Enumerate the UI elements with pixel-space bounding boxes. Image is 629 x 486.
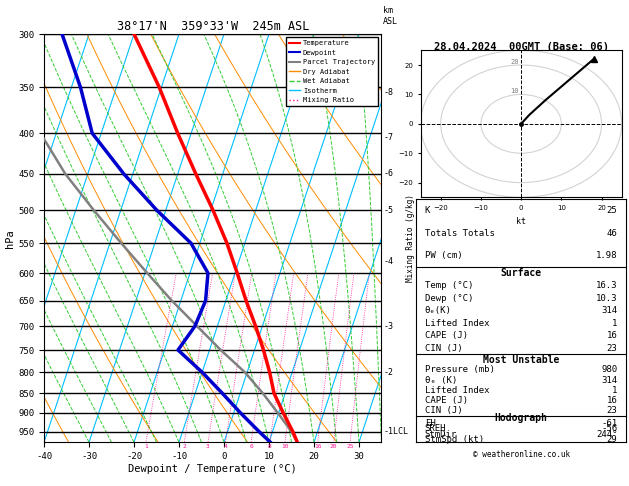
Text: 980: 980 [601, 365, 618, 374]
Text: Lifted Index: Lifted Index [425, 319, 489, 328]
Text: 4: 4 [224, 444, 228, 449]
Text: 25: 25 [607, 206, 618, 215]
Text: Hodograph: Hodograph [494, 414, 548, 423]
Text: -56: -56 [601, 424, 618, 434]
Text: 2: 2 [182, 444, 186, 449]
Text: StmSpd (kt): StmSpd (kt) [425, 435, 484, 444]
Text: Totals Totals: Totals Totals [425, 228, 494, 238]
Y-axis label: hPa: hPa [6, 229, 15, 247]
Text: -5: -5 [383, 206, 393, 215]
Text: CIN (J): CIN (J) [425, 344, 462, 353]
Text: Pressure (mb): Pressure (mb) [425, 365, 494, 374]
Text: Temp (°C): Temp (°C) [425, 281, 473, 290]
X-axis label: Dewpoint / Temperature (°C): Dewpoint / Temperature (°C) [128, 464, 297, 474]
Text: SREH: SREH [425, 424, 447, 434]
Text: 244°: 244° [596, 430, 618, 439]
Text: CIN (J): CIN (J) [425, 406, 462, 415]
Text: CAPE (J): CAPE (J) [425, 396, 468, 405]
Text: -4: -4 [383, 257, 393, 266]
Text: -1LCL: -1LCL [383, 427, 408, 436]
Text: CAPE (J): CAPE (J) [425, 331, 468, 340]
Text: 23: 23 [607, 406, 618, 415]
Text: StmDir: StmDir [425, 430, 457, 439]
Text: 3: 3 [206, 444, 210, 449]
Text: -7: -7 [383, 133, 393, 142]
Text: 8: 8 [268, 444, 272, 449]
Text: 20: 20 [330, 444, 338, 449]
Text: 16: 16 [607, 331, 618, 340]
Text: -6: -6 [383, 169, 393, 178]
Text: 1: 1 [612, 319, 618, 328]
Legend: Temperature, Dewpoint, Parcel Trajectory, Dry Adiabat, Wet Adiabat, Isotherm, Mi: Temperature, Dewpoint, Parcel Trajectory… [286, 37, 378, 106]
Text: 16: 16 [314, 444, 321, 449]
Text: θₑ (K): θₑ (K) [425, 376, 457, 384]
Text: Most Unstable: Most Unstable [483, 355, 559, 364]
Text: 16.3: 16.3 [596, 281, 618, 290]
Text: Dewp (°C): Dewp (°C) [425, 294, 473, 303]
Text: 23: 23 [607, 344, 618, 353]
Text: 10.3: 10.3 [596, 294, 618, 303]
Text: θₑ(K): θₑ(K) [425, 306, 452, 315]
Text: -3: -3 [383, 322, 393, 330]
Text: K: K [425, 206, 430, 215]
Text: -2: -2 [383, 368, 393, 377]
Text: 1: 1 [612, 386, 618, 395]
Text: © weatheronline.co.uk: © weatheronline.co.uk [472, 450, 570, 459]
Text: PW (cm): PW (cm) [425, 251, 462, 260]
Text: EH: EH [425, 419, 435, 428]
Text: Mixing Ratio (g/kg): Mixing Ratio (g/kg) [406, 194, 415, 282]
Text: 314: 314 [601, 376, 618, 384]
Text: 46: 46 [607, 228, 618, 238]
Text: Surface: Surface [501, 268, 542, 278]
Text: 29: 29 [607, 435, 618, 444]
Text: 25: 25 [347, 444, 354, 449]
Text: 16: 16 [607, 396, 618, 405]
Text: 28.04.2024  00GMT (Base: 06): 28.04.2024 00GMT (Base: 06) [433, 42, 609, 52]
Text: 1.98: 1.98 [596, 251, 618, 260]
Text: 1: 1 [144, 444, 148, 449]
Title: 38°17'N  359°33'W  245m ASL: 38°17'N 359°33'W 245m ASL [116, 20, 309, 33]
Text: -8: -8 [383, 87, 393, 97]
Text: -61: -61 [601, 419, 618, 428]
Text: 10: 10 [281, 444, 289, 449]
Text: 6: 6 [249, 444, 253, 449]
Text: Lifted Index: Lifted Index [425, 386, 489, 395]
Text: km
ASL: km ASL [383, 6, 398, 26]
Text: 314: 314 [601, 306, 618, 315]
